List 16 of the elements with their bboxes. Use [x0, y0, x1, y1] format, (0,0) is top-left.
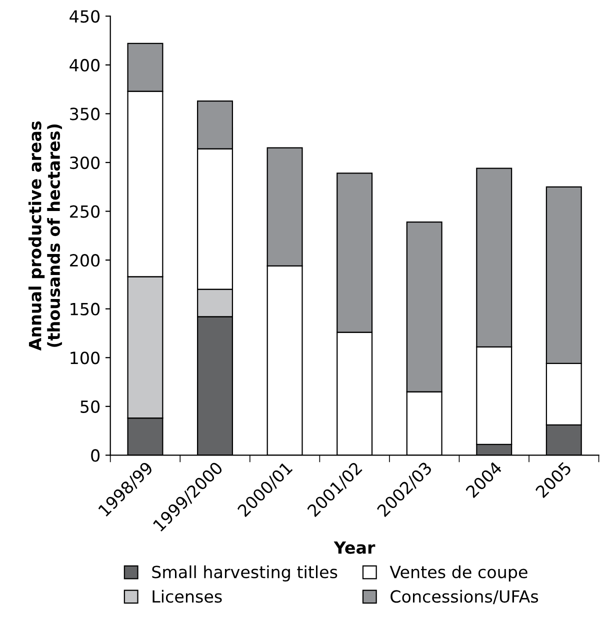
y-tick-label: 250 — [70, 205, 100, 218]
y-tick-label: 450 — [70, 10, 100, 23]
y-tick-label: 150 — [70, 302, 100, 316]
legend-label: Small harvesting titles — [152, 565, 338, 582]
y-tick-label: 0 — [91, 449, 100, 462]
y-axis-title: Annual productive areas (thousands of hectares) — [28, 121, 62, 351]
y-tick-label: 50 — [80, 400, 100, 413]
y-tick-label: 400 — [70, 58, 100, 72]
x-axis-title: Year — [334, 541, 376, 554]
y-tick-label: 100 — [70, 352, 100, 364]
legend-label: Ventes de coupe — [390, 565, 528, 582]
legend-label: Concessions/UFAs — [390, 590, 538, 604]
y-tick-label: 300 — [70, 156, 100, 170]
legend-label: Licenses — [152, 590, 222, 603]
y-tick-label: 350 — [70, 108, 100, 120]
y-tick-label: 200 — [70, 254, 100, 267]
